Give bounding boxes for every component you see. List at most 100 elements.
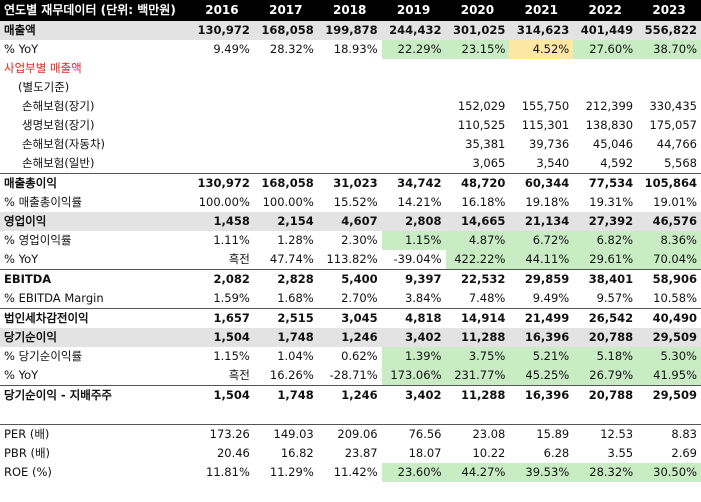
value-cell: 4.87%	[445, 231, 510, 250]
value-cell: 31,023	[317, 173, 382, 193]
value-cell: 1.04%	[277, 349, 314, 363]
value-cell: 41.95%	[637, 366, 701, 386]
table-row: EBITDA 2,082 2,828 5,400 9,397 22,532 29,859 38…	[0, 269, 701, 289]
year-header: 2016	[190, 0, 254, 21]
value-cell: 1,748	[253, 385, 318, 405]
value-cell: 38,401	[573, 269, 638, 289]
row-label: % YoY	[4, 252, 39, 266]
value-cell: 9.57%	[596, 291, 634, 305]
value-cell	[382, 405, 446, 424]
value-cell	[190, 116, 254, 135]
value-cell: 5.30%	[637, 347, 701, 366]
value-cell: 26.79%	[573, 366, 638, 386]
value-cell: 212,399	[585, 99, 634, 113]
value-cell	[318, 135, 382, 154]
value-cell: 1,246	[317, 328, 382, 347]
value-cell	[190, 405, 254, 424]
table-row: 손해보험(장기) 152,029 155,750 212,399 330,435	[0, 97, 701, 116]
value-cell: 3.75%	[445, 347, 510, 366]
value-cell: 23.60%	[381, 462, 446, 482]
value-cell: 11.42%	[333, 464, 378, 479]
value-cell	[318, 78, 382, 97]
value-cell: 1.15%	[381, 231, 446, 250]
value-cell: 2,828	[253, 269, 318, 289]
value-cell: 4,818	[381, 308, 446, 328]
value-cell: 1.68%	[277, 291, 314, 305]
value-cell	[318, 154, 382, 174]
value-cell	[509, 59, 573, 78]
value-cell: 199,878	[317, 21, 382, 40]
value-cell: 16.82	[280, 445, 314, 460]
value-cell: 401,449	[573, 21, 638, 40]
row-label: 손해보험(장기)	[22, 99, 95, 113]
value-cell	[254, 405, 318, 424]
value-cell: 9.49%	[213, 42, 250, 56]
value-cell: 8.36%	[637, 231, 701, 250]
value-cell	[254, 97, 318, 116]
value-cell: 38.70%	[637, 40, 701, 59]
value-cell: 2.70%	[341, 291, 378, 305]
financial-table: 연도별 재무데이터 (단위: 백만원) 2016 2017 2018 2019 …	[0, 0, 701, 482]
row-label: 매출총이익	[0, 173, 190, 193]
year-header: 2019	[381, 0, 446, 21]
value-cell: 39.53%	[509, 462, 574, 482]
value-cell: 11,288	[445, 385, 510, 405]
value-cell: 149.03	[253, 423, 318, 444]
value-cell: 4.52%	[509, 40, 574, 59]
value-cell	[254, 116, 318, 135]
table-row: ROE (%) 11.81% 11.29% 11.42% 23.60% 44.27% 39.…	[0, 462, 701, 482]
value-cell	[382, 78, 446, 97]
value-cell: 2,082	[190, 269, 254, 289]
value-cell: 19.31%	[589, 195, 634, 209]
value-cell	[573, 59, 637, 78]
value-cell: 330,435	[649, 99, 697, 113]
value-cell: 23.87	[344, 445, 378, 460]
row-label: 손해보험(자동차)	[22, 137, 106, 151]
value-cell: 2.30%	[341, 233, 378, 247]
value-cell	[318, 116, 382, 135]
value-cell: 5.21%	[509, 347, 574, 366]
value-cell: 1,748	[253, 328, 318, 347]
value-cell: 28.32%	[573, 462, 638, 482]
value-cell	[254, 59, 318, 78]
value-cell: 44.27%	[445, 462, 510, 482]
table-row: (별도기준)	[0, 78, 701, 97]
year-header: 2017	[253, 0, 318, 21]
value-cell	[254, 135, 318, 154]
value-cell: 14,914	[445, 308, 510, 328]
value-cell: 20,788	[573, 385, 638, 405]
value-cell: 5.18%	[573, 347, 638, 366]
value-cell: 15.52%	[333, 195, 378, 209]
value-cell: 10.58%	[653, 291, 697, 305]
value-cell: 15.89	[509, 423, 574, 444]
value-cell: 44.11%	[509, 250, 574, 270]
table-row: % 매출총이익률 100.00% 100.00% 15.52% 14.21% 16.18%…	[0, 193, 701, 212]
value-cell: 29,859	[509, 269, 574, 289]
table-title: 연도별 재무데이터 (단위: 백만원)	[0, 0, 190, 21]
value-cell	[190, 78, 254, 97]
value-cell: 21,499	[509, 308, 574, 328]
table-row: 손해보험(일반) 3,065 3,540 4,592 5,568	[0, 154, 701, 174]
value-cell	[382, 97, 446, 116]
row-label	[0, 405, 190, 424]
value-cell: 3.84%	[404, 291, 442, 305]
value-cell: 6.72%	[509, 231, 574, 250]
value-cell: 20.46	[216, 445, 250, 460]
value-cell: 11.81%	[206, 464, 250, 479]
value-cell: 35,381	[465, 137, 506, 151]
value-cell	[637, 405, 701, 424]
value-cell: 422.22%	[445, 250, 510, 270]
table-row: 손해보험(자동차) 35,381 39,736 45,046 44,766	[0, 135, 701, 154]
value-cell: 2.69	[671, 445, 697, 460]
value-cell: 556,822	[637, 21, 701, 40]
value-cell: 105,864	[637, 173, 701, 193]
value-cell: 29.61%	[573, 250, 638, 270]
value-cell: 21,134	[509, 212, 574, 231]
table-row: 매출액 130,972 168,058 199,878 244,432 301,025 31…	[0, 21, 701, 40]
value-cell: 30.50%	[637, 462, 701, 482]
value-cell	[190, 59, 254, 78]
row-label: 손해보험(일반)	[22, 156, 95, 170]
row-label: % YoY	[4, 368, 39, 382]
value-cell: 12.53	[573, 423, 638, 444]
row-label: 당기순이익 - 지배주주	[0, 385, 190, 405]
